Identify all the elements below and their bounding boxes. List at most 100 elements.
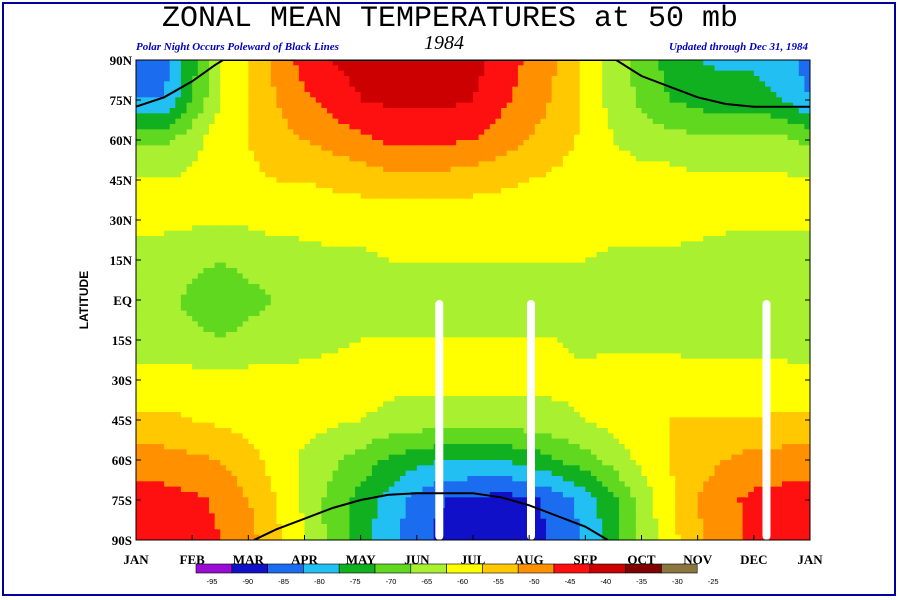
- heatmap-cell: [343, 188, 351, 194]
- heatmap-cell: [686, 214, 693, 221]
- heatmap-cell: [399, 129, 407, 136]
- heatmap-cell: [203, 129, 210, 136]
- heatmap-cell: [388, 172, 395, 178]
- heatmap-cell: [220, 252, 227, 258]
- heatmap-cell: [422, 220, 429, 226]
- heatmap-cell: [467, 193, 474, 200]
- heatmap-cell: [326, 134, 334, 141]
- heatmap-cell: [736, 177, 744, 184]
- heatmap-cell: [394, 156, 401, 162]
- heatmap-cell: [338, 262, 345, 269]
- heatmap-cell: [282, 92, 289, 98]
- heatmap-cell: [422, 97, 429, 104]
- heatmap-cell: [332, 150, 339, 157]
- heatmap-cell: [596, 236, 603, 242]
- heatmap-cell: [692, 140, 699, 146]
- heatmap-cell: [186, 145, 193, 152]
- heatmap-cell: [147, 246, 154, 253]
- heatmap-cell: [658, 204, 665, 210]
- heatmap-cell: [708, 204, 716, 210]
- heatmap-cell: [186, 124, 193, 130]
- heatmap-cell: [141, 268, 148, 274]
- heatmap-cell: [686, 140, 693, 146]
- heatmap-cell: [501, 182, 508, 189]
- heatmap-cell: [585, 262, 592, 269]
- heatmap-cell: [416, 108, 424, 114]
- heatmap-cell: [304, 230, 311, 237]
- heatmap-cell: [781, 60, 789, 66]
- heatmap-cell: [630, 140, 637, 146]
- heatmap-cell: [248, 81, 255, 88]
- heatmap-cell: [725, 252, 732, 258]
- heatmap-cell: [692, 145, 699, 152]
- heatmap-cell: [461, 161, 468, 168]
- heatmap-cell: [169, 268, 176, 274]
- heatmap-cell: [663, 262, 671, 269]
- heatmap-cell: [433, 97, 440, 104]
- heatmap-cell: [136, 278, 143, 285]
- heatmap-cell: [321, 182, 328, 189]
- heatmap-cell: [613, 161, 620, 168]
- heatmap-cell: [714, 86, 721, 93]
- heatmap-cell: [714, 193, 721, 200]
- heatmap-cell: [214, 257, 221, 264]
- heatmap-cell: [366, 257, 373, 264]
- heatmap-cell: [315, 257, 322, 264]
- heatmap-cell: [360, 65, 367, 72]
- heatmap-cell: [551, 134, 558, 141]
- heatmap-cell: [332, 76, 339, 82]
- heatmap-cell: [422, 273, 429, 280]
- heatmap-cell: [708, 150, 716, 157]
- heatmap-cell: [186, 134, 193, 141]
- heatmap-cell: [523, 273, 530, 280]
- heatmap-cell: [377, 172, 384, 178]
- heatmap-cell: [282, 60, 289, 66]
- heatmap-cell: [669, 150, 676, 157]
- heatmap-cell: [568, 76, 575, 82]
- heatmap-cell: [444, 97, 452, 104]
- heatmap-cell: [523, 97, 530, 104]
- heatmap-cell: [147, 134, 154, 141]
- heatmap-cell: [517, 220, 525, 226]
- heatmap-cell: [781, 188, 789, 194]
- heatmap-cell: [158, 209, 165, 216]
- heatmap-cell: [484, 145, 491, 152]
- heatmap-cell: [686, 246, 693, 253]
- heatmap-cell: [635, 97, 643, 104]
- heatmap-cell: [630, 118, 637, 125]
- heatmap-cell: [489, 150, 497, 157]
- heatmap-cell: [270, 118, 278, 125]
- heatmap-cell: [326, 257, 334, 264]
- heatmap-cell: [405, 236, 412, 242]
- heatmap-cell: [152, 65, 160, 72]
- heatmap-cell: [551, 198, 558, 205]
- heatmap-cell: [512, 113, 519, 120]
- heatmap-cell: [596, 246, 603, 253]
- heatmap-cell: [765, 209, 772, 216]
- heatmap-cell: [579, 166, 586, 173]
- heatmap-cell: [355, 172, 362, 178]
- heatmap-cell: [692, 102, 699, 109]
- heatmap-cell: [293, 97, 300, 104]
- heatmap-cell: [596, 257, 603, 264]
- heatmap-cell: [231, 102, 238, 109]
- heatmap-cell: [765, 140, 772, 146]
- heatmap-cell: [203, 166, 210, 173]
- heatmap-cell: [394, 278, 401, 285]
- heatmap-cell: [136, 236, 143, 242]
- heatmap-cell: [736, 209, 744, 216]
- heatmap-cell: [147, 86, 154, 93]
- heatmap-cell: [315, 113, 322, 120]
- heatmap-cell: [467, 209, 474, 216]
- heatmap-cell: [506, 140, 513, 146]
- heatmap-cell: [388, 214, 395, 221]
- heatmap-cell: [231, 145, 238, 152]
- heatmap-cell: [197, 70, 204, 77]
- heatmap-cell: [574, 220, 581, 226]
- heatmap-cell: [512, 198, 519, 205]
- heatmap-cell: [781, 70, 789, 77]
- heatmap-cell: [192, 172, 199, 178]
- heatmap-cell: [259, 241, 266, 248]
- heatmap-cell: [197, 273, 204, 280]
- heatmap-cell: [209, 76, 216, 82]
